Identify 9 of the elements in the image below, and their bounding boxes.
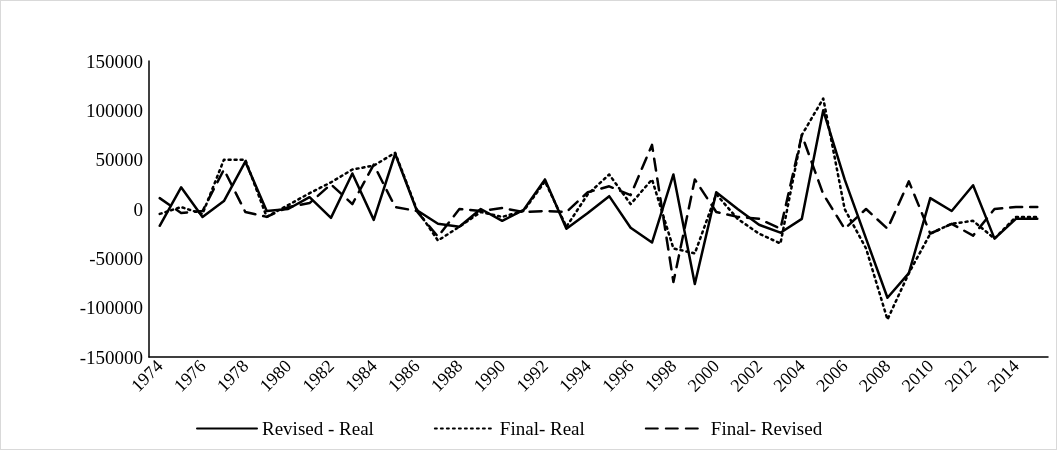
y-tick-label: -50000: [89, 247, 143, 269]
y-tick-label: -100000: [79, 297, 143, 319]
legend-label: Final- Real: [499, 418, 585, 439]
legend-label: Final- Revised: [710, 418, 823, 439]
y-tick-label: 100000: [86, 99, 143, 121]
y-tick-label: 150000: [86, 50, 143, 72]
y-tick-label: 0: [133, 198, 143, 220]
legend-label: Revised - Real: [262, 418, 374, 439]
y-tick-label: 50000: [95, 149, 143, 171]
